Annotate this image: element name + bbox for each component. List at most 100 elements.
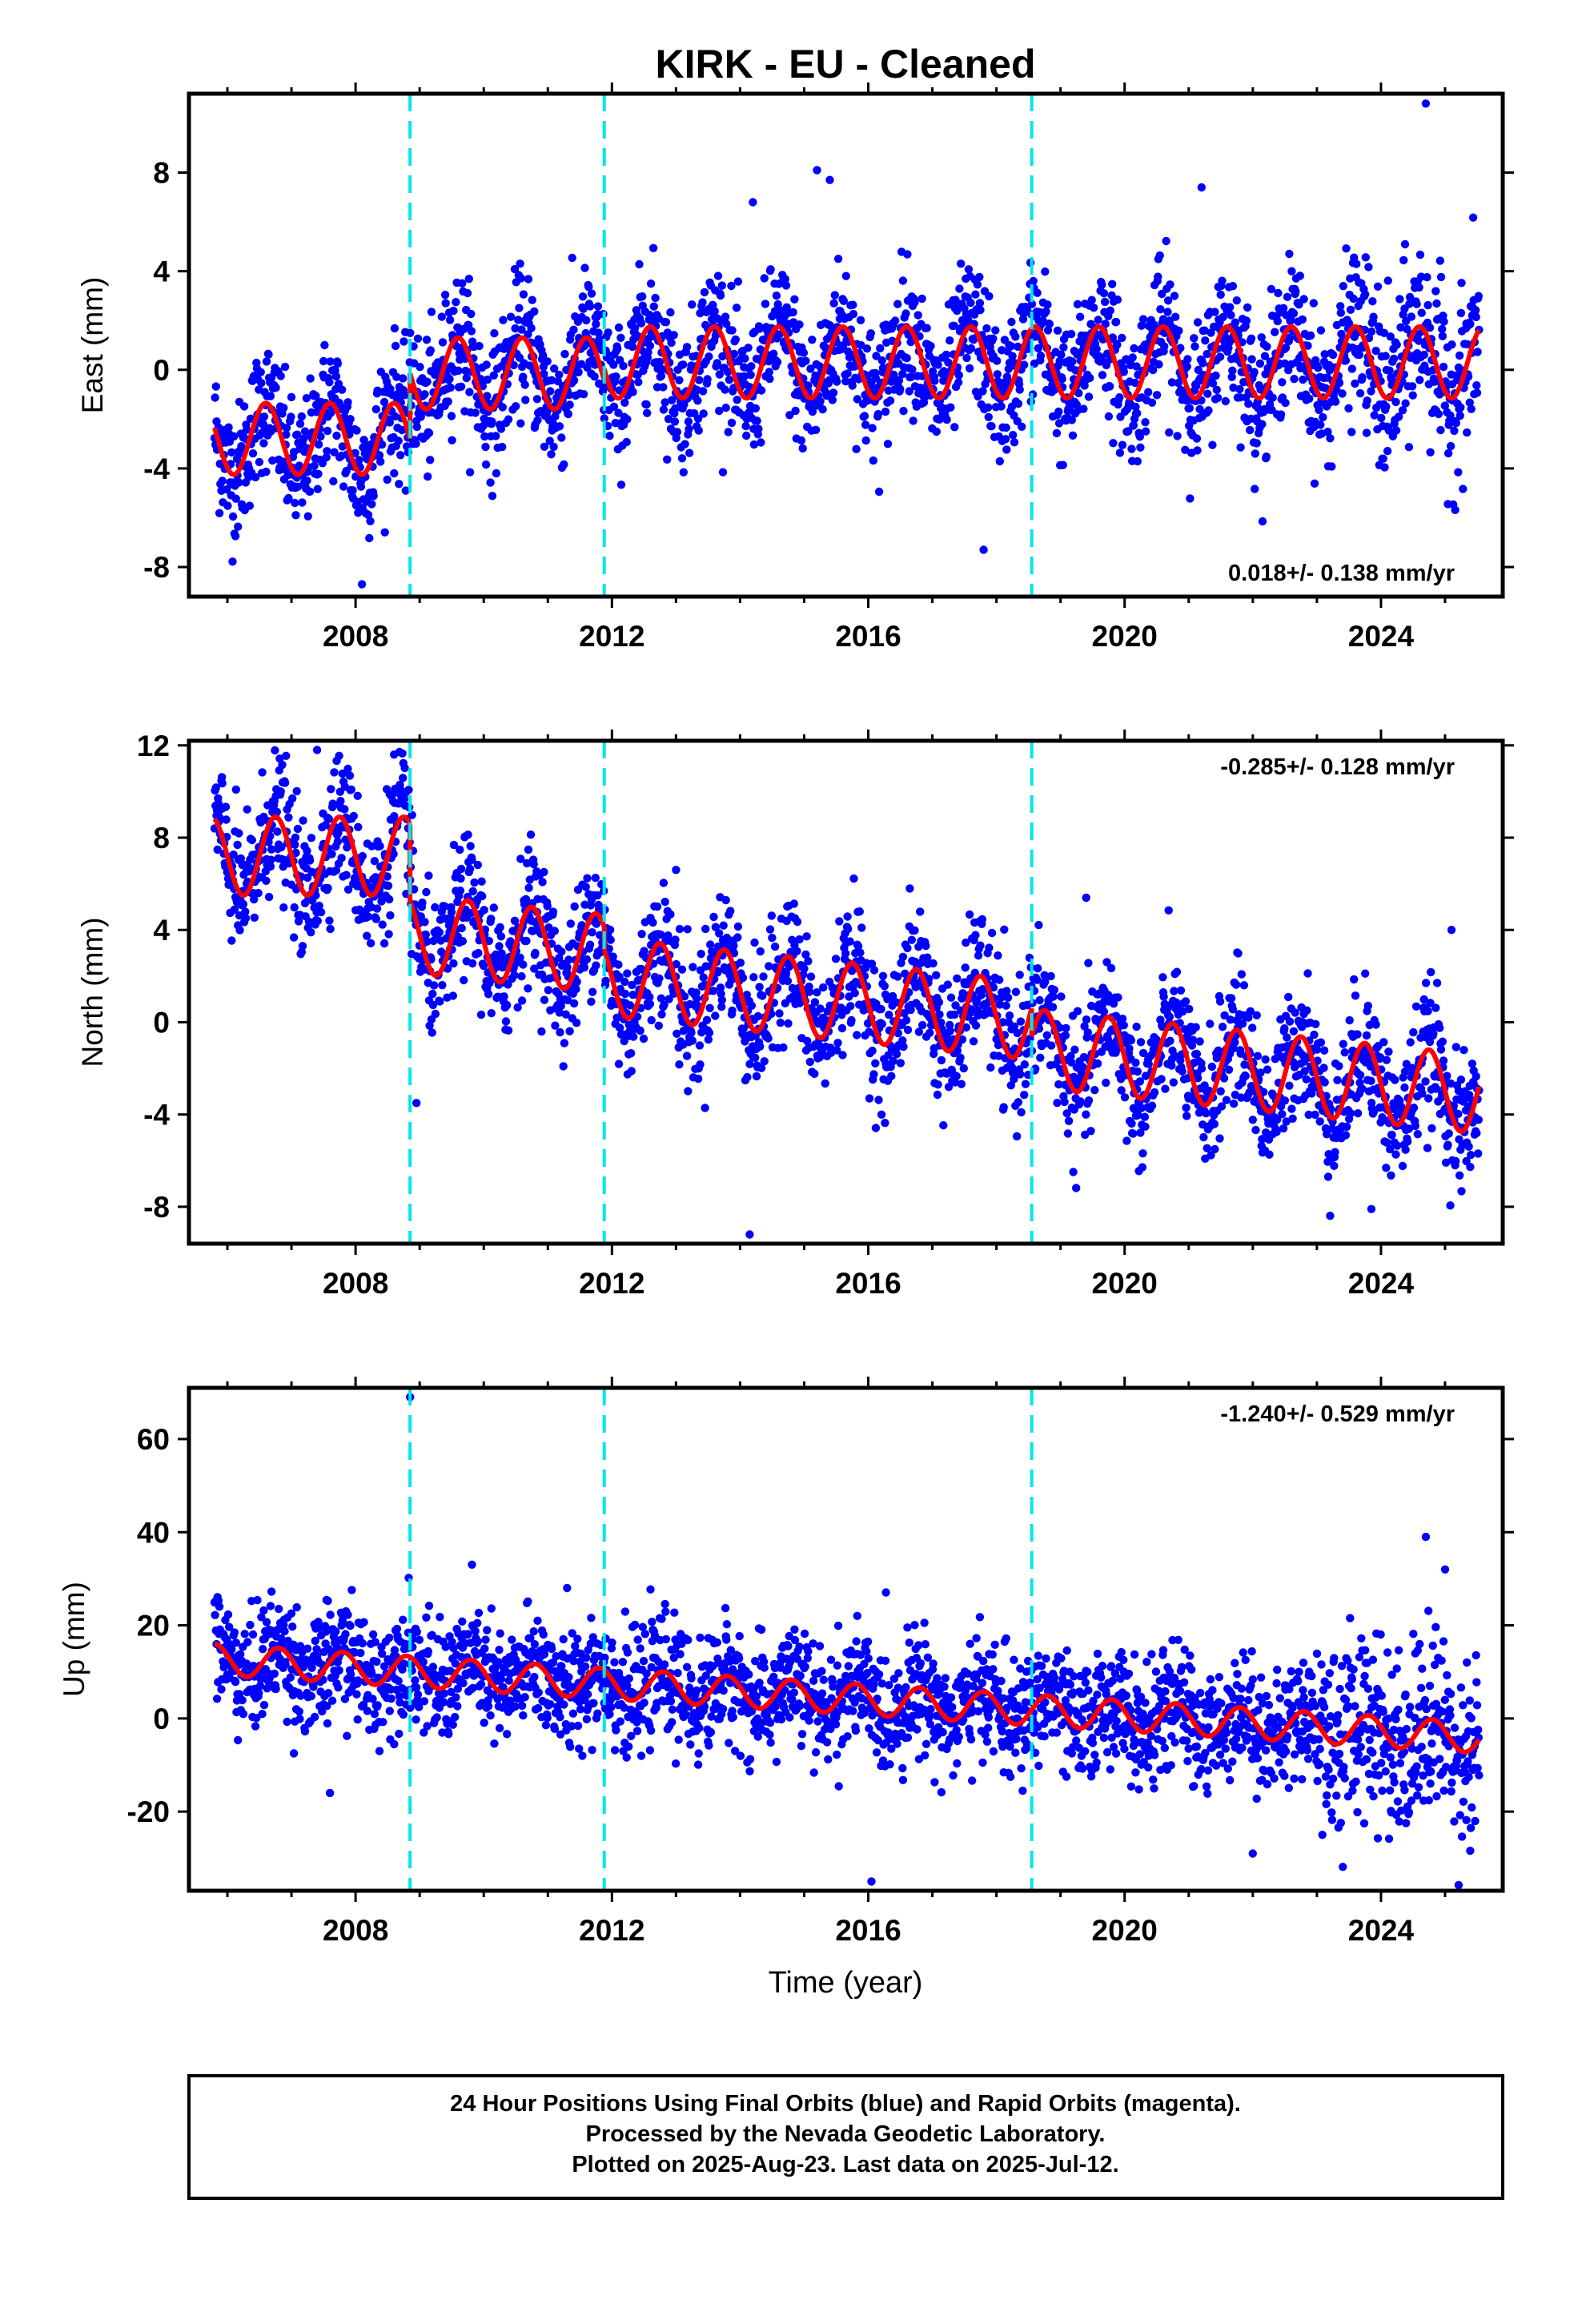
data-point (837, 1023, 847, 1033)
data-point (299, 434, 308, 444)
data-point (1371, 346, 1380, 356)
data-point (995, 456, 1005, 466)
data-point (1027, 300, 1037, 308)
data-point (314, 469, 323, 478)
data-point (850, 988, 859, 998)
data-point (264, 350, 273, 359)
data-point (401, 486, 410, 495)
data-point (1015, 385, 1024, 394)
data-point (946, 403, 955, 412)
data-point (937, 1018, 946, 1027)
data-point (231, 494, 240, 503)
data-point (937, 1055, 946, 1065)
data-point (806, 364, 815, 373)
data-point (742, 431, 751, 440)
data-point (1244, 400, 1253, 408)
data-point (1282, 1117, 1291, 1126)
data-point (280, 778, 290, 787)
data-point (1118, 1014, 1127, 1023)
data-point (620, 977, 629, 987)
data-point (524, 330, 532, 339)
data-point (1208, 440, 1217, 449)
data-point (898, 276, 908, 285)
data-point (1069, 1168, 1078, 1176)
data-point (461, 366, 470, 376)
data-point (666, 308, 675, 317)
data-point (747, 1001, 757, 1011)
data-point (1236, 443, 1245, 452)
data-point (1136, 443, 1145, 452)
data-point (267, 855, 275, 864)
data-point (1160, 342, 1169, 351)
data-point (779, 1043, 788, 1052)
data-point (951, 1001, 960, 1010)
data-point (1263, 342, 1271, 351)
outlier-point (979, 545, 988, 554)
data-point (1138, 1149, 1147, 1158)
data-point (709, 300, 717, 309)
data-point (830, 291, 840, 300)
data-point (900, 1009, 909, 1018)
data-point (1034, 920, 1043, 930)
data-point (231, 532, 240, 541)
data-point (727, 281, 736, 291)
data-point (698, 298, 707, 307)
data-point (1005, 1011, 1014, 1020)
data-point (1295, 300, 1303, 309)
data-point (399, 774, 408, 782)
data-point (741, 421, 750, 431)
data-point (1181, 445, 1190, 454)
data-point (1036, 352, 1046, 360)
data-point (905, 884, 914, 893)
data-point (868, 1046, 877, 1055)
data-point (248, 449, 258, 458)
data-point (1009, 431, 1018, 440)
data-point (833, 255, 843, 263)
data-point (638, 292, 647, 301)
data-point (590, 372, 599, 381)
data-point (555, 370, 564, 380)
data-point (1082, 1110, 1090, 1119)
data-point (458, 937, 468, 946)
data-point (944, 358, 953, 367)
data-point (307, 928, 315, 937)
data-point (811, 425, 821, 434)
data-point (570, 902, 579, 911)
data-point (435, 928, 444, 937)
data-point (1171, 312, 1180, 321)
data-point (1320, 350, 1329, 359)
data-point (688, 300, 697, 309)
model-line-segment (601, 324, 1034, 401)
data-point (332, 431, 341, 440)
data-point (1197, 1064, 1207, 1073)
data-point (1098, 371, 1107, 380)
data-point (1106, 306, 1115, 315)
data-point (873, 409, 883, 419)
data-point (1199, 1120, 1207, 1129)
data-point (555, 1008, 564, 1017)
data-point (1227, 372, 1236, 381)
data-point (867, 959, 877, 968)
data-point (1331, 397, 1340, 406)
data-point (1267, 284, 1276, 294)
data-point (559, 1062, 568, 1071)
data-point (1474, 292, 1484, 300)
data-point (698, 387, 708, 396)
data-point (1126, 1035, 1136, 1045)
data-point (1086, 373, 1094, 383)
data-point (257, 379, 266, 388)
data-point (1072, 1184, 1081, 1192)
data-point (1215, 352, 1225, 361)
data-point (695, 1041, 705, 1050)
data-point (496, 932, 506, 941)
data-point (1066, 1051, 1075, 1060)
data-point (524, 883, 533, 892)
data-point (1053, 1099, 1062, 1108)
data-point (729, 349, 739, 359)
data-point (1316, 1038, 1326, 1047)
data-point (1456, 308, 1466, 318)
data-point (1207, 1151, 1215, 1160)
data-point (1454, 468, 1463, 476)
data-point (371, 915, 380, 923)
data-point (318, 459, 327, 468)
